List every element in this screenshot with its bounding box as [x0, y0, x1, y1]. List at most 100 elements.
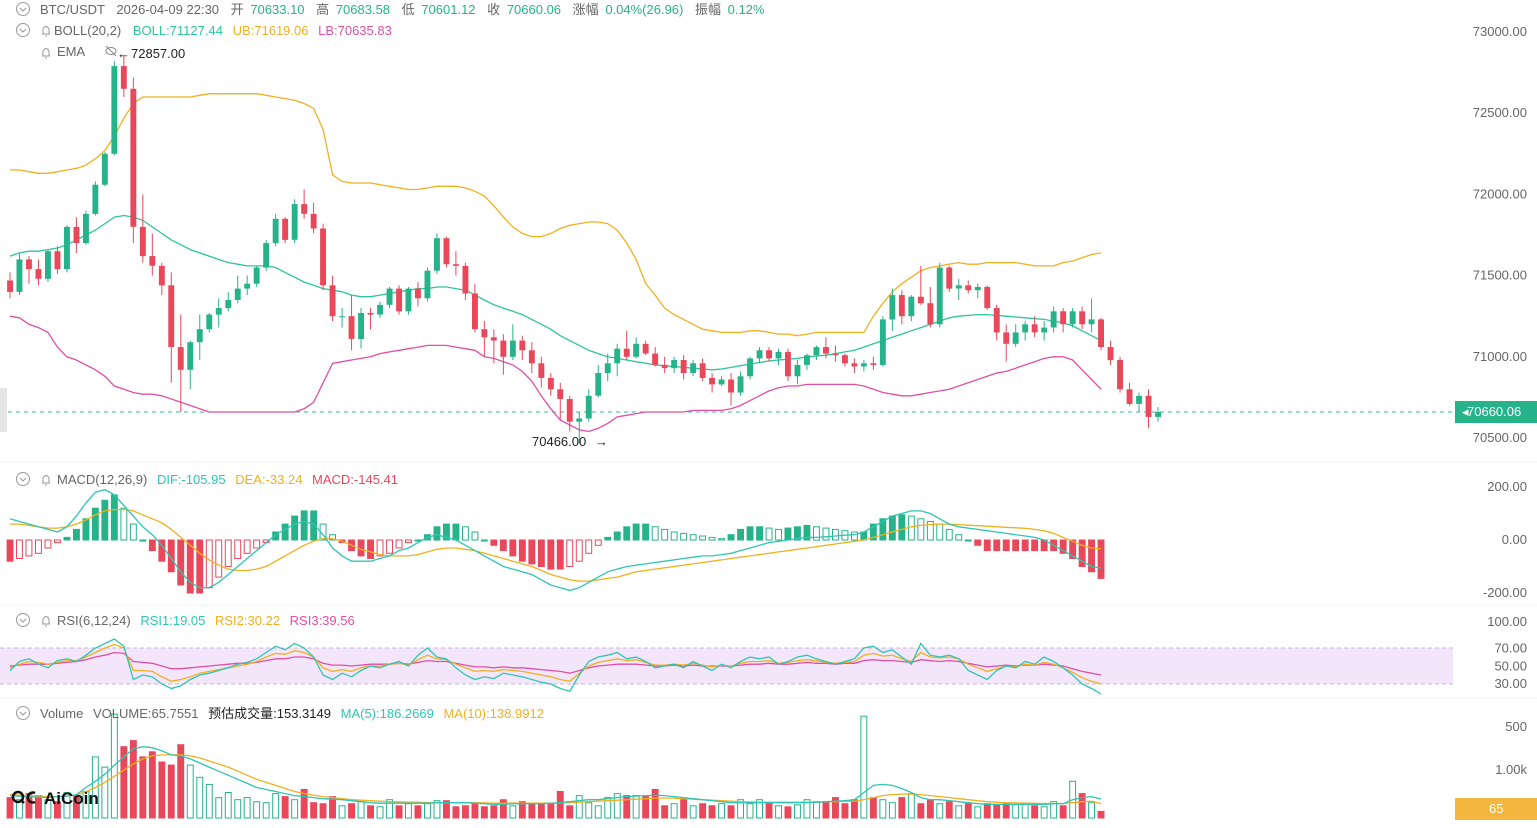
candle-body [348, 316, 355, 339]
y-axis: 73000.00 72500.00 72000.00 71500.00 71000.00… [1473, 24, 1528, 777]
candle-body [1050, 311, 1057, 328]
volume-bar [253, 801, 261, 819]
macd-bar [1088, 539, 1095, 573]
svg-text:65: 65 [1489, 801, 1503, 816]
macd-bar [177, 539, 185, 586]
bell-icon[interactable] [42, 616, 50, 627]
volume-bar [139, 756, 147, 819]
macd-bar [376, 539, 384, 557]
candle-body [187, 342, 194, 370]
price-tick-label: 73000.00 [1473, 24, 1527, 39]
volume-bar [689, 805, 697, 819]
collapse-icon[interactable] [16, 613, 30, 627]
macd-bar [54, 539, 61, 544]
candle-body [253, 267, 260, 284]
candle-body [443, 238, 450, 265]
macd-bar [585, 539, 593, 554]
candle-body [358, 313, 364, 339]
candle-body [462, 265, 469, 294]
hide-icon[interactable] [105, 45, 117, 57]
ema-legend: EMA [42, 44, 86, 59]
macd-bar [955, 534, 963, 541]
volume-bar [851, 799, 858, 819]
volume-bar [338, 805, 346, 819]
macd-bar [452, 523, 460, 541]
candle-body [623, 348, 630, 357]
candle-body [747, 358, 753, 377]
volume-bar [215, 797, 223, 819]
candle-body [7, 280, 13, 292]
bell-icon[interactable] [42, 48, 50, 59]
volume-bar [386, 799, 394, 819]
collapse-icon[interactable] [16, 23, 30, 37]
header-ohlc: BTC/USDT 2026-04-09 22:30 开 70633.10 高 7… [16, 2, 765, 17]
macd-bar [234, 539, 242, 559]
candle-body [282, 218, 289, 240]
candle-body [1069, 311, 1076, 325]
volume-bar [405, 803, 412, 819]
volume-bar [1002, 803, 1010, 819]
candle-body [690, 363, 697, 373]
volume-bar [907, 793, 915, 819]
volume-bar [737, 799, 744, 819]
candle-body [386, 288, 393, 305]
volume-bar [888, 802, 896, 819]
collapse-icon[interactable] [16, 472, 30, 486]
volume-bar [480, 806, 488, 819]
svg-text:AiCoin: AiCoin [44, 789, 99, 808]
volume-bar [955, 805, 963, 819]
candle-body [26, 259, 32, 270]
candle-body [45, 251, 51, 279]
volume-bar [604, 797, 612, 819]
macd-bar [386, 539, 394, 554]
candle-body [595, 373, 602, 396]
volume-bar [794, 804, 801, 819]
macd-bar [215, 539, 223, 578]
candle-body [1079, 311, 1086, 325]
macd-bar [888, 515, 896, 541]
macd-bar [993, 539, 1001, 552]
macd-bar [727, 534, 735, 541]
bell-icon[interactable] [42, 26, 50, 37]
macd-bar [16, 539, 23, 559]
price-tick-label: 71000.00 [1473, 349, 1527, 364]
volume-bar [775, 805, 782, 819]
volume-bar [452, 806, 460, 819]
candle-body [83, 213, 89, 244]
volume-bar [329, 796, 337, 819]
macd-bar [1031, 539, 1039, 552]
bell-icon[interactable] [42, 475, 50, 486]
volume-bar [424, 803, 431, 819]
candle-body [984, 287, 991, 309]
volume-bar [158, 761, 166, 819]
macd-legend: MACD(12,26,9) DIF:-105.95 DEA:-33.24 MAC… [16, 472, 398, 487]
macd-bar [1012, 539, 1020, 552]
macd-bar [6, 539, 14, 562]
candle-body [709, 377, 715, 385]
sidebar-handle[interactable] [0, 388, 7, 432]
volume-bar [661, 805, 669, 819]
macd-bar [1069, 539, 1077, 559]
chevron-down-icon [19, 711, 27, 716]
volume-bar [708, 805, 716, 819]
price-panel [7, 55, 1161, 444]
candle-body [1107, 347, 1114, 361]
macd-bar [822, 527, 830, 541]
boll-mid-line [9, 214, 1102, 371]
dea-line [10, 508, 1102, 582]
volume-bar [186, 764, 194, 819]
candle-body [272, 218, 279, 244]
candle-body [775, 351, 782, 359]
macd-bar [945, 528, 953, 541]
volume-bar [471, 803, 479, 819]
collapse-icon[interactable] [16, 706, 30, 720]
volume-bar [16, 799, 23, 819]
candle-body [946, 267, 953, 289]
candle-body [490, 337, 497, 341]
volume-bar [281, 796, 289, 819]
collapse-icon[interactable] [16, 2, 30, 16]
macd-bar [490, 539, 498, 546]
candle-body [917, 296, 924, 304]
macd-bar [547, 539, 555, 570]
